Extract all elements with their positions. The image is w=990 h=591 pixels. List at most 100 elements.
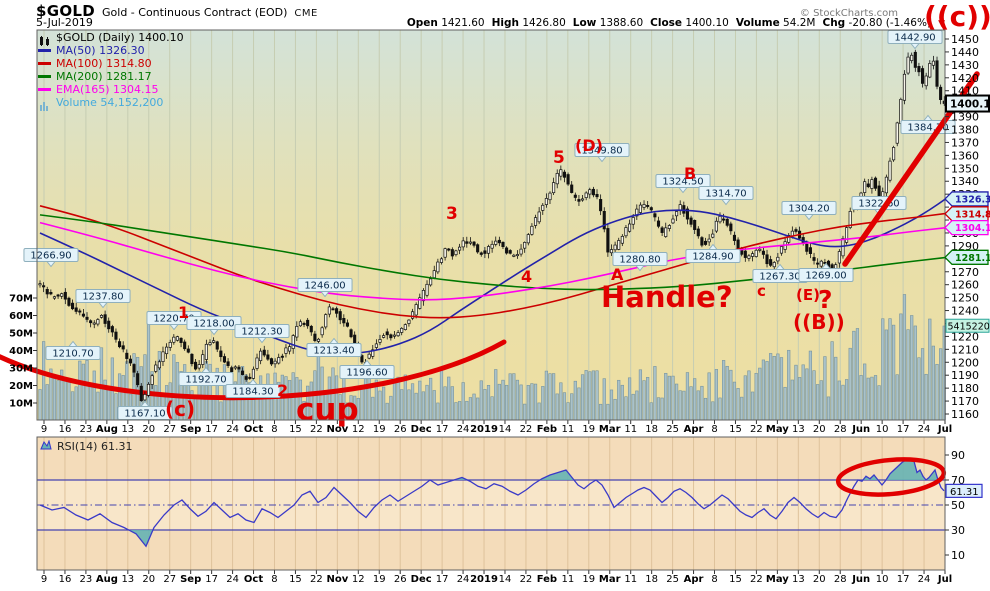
candle	[628, 223, 632, 232]
candle	[371, 349, 375, 357]
rsi-axis-label: 50	[951, 499, 965, 512]
candle	[899, 98, 903, 124]
volume-bar	[873, 375, 878, 421]
volume-bar	[107, 388, 111, 421]
candle	[924, 75, 928, 87]
date-axis-label: 22	[750, 424, 763, 435]
candle	[732, 234, 737, 241]
candle	[414, 304, 418, 316]
volume-bar	[591, 370, 596, 421]
rsi-plot-frame	[36, 436, 946, 571]
date-axis-label: 24	[457, 574, 470, 585]
volume-bar	[494, 369, 498, 421]
volume-bar	[703, 397, 708, 421]
callout-value: 1324.50	[662, 177, 703, 188]
candle	[201, 354, 205, 365]
volume-bar	[81, 363, 86, 421]
candle	[175, 336, 179, 341]
volume-bar	[580, 374, 585, 421]
date-axis-label: 15	[729, 424, 742, 435]
date-axis-label: Feb	[537, 574, 557, 585]
date-axis-label: 25	[666, 574, 679, 585]
candle	[269, 358, 274, 365]
date-axis-label: Dec	[411, 424, 432, 435]
price-callout: 1246.00	[297, 278, 353, 298]
legend-ma200: MA(200) 1281.17	[38, 70, 184, 83]
volume-bars-icon	[38, 101, 51, 111]
candle	[241, 370, 245, 375]
volume-bar	[96, 391, 100, 421]
date-axis-label: Nov	[326, 424, 348, 435]
date-axis-label: 8	[711, 574, 717, 585]
red-annotation-text: A	[611, 265, 624, 284]
candle	[638, 204, 642, 213]
volume-bar	[754, 372, 758, 421]
callout-value: 1167.10	[124, 409, 165, 420]
candle	[222, 356, 227, 363]
candle	[190, 353, 194, 365]
candle	[573, 194, 577, 198]
candle	[465, 241, 469, 244]
candle	[89, 320, 93, 324]
volume-bar	[541, 386, 545, 421]
volume-bar	[577, 387, 581, 421]
candle	[769, 259, 773, 266]
candle	[125, 352, 129, 359]
volume-bar	[562, 392, 567, 421]
volume-bar	[418, 380, 422, 421]
ma-badge-value: 1304.15	[955, 223, 990, 234]
volume-bar	[682, 390, 686, 421]
price-axis-label: 1390	[951, 111, 979, 124]
candle	[273, 360, 277, 365]
candle	[425, 283, 429, 296]
volume-bar	[555, 393, 559, 421]
candle	[700, 237, 704, 246]
callout-box	[306, 343, 362, 357]
volume-bar	[722, 360, 726, 421]
candle	[765, 254, 769, 265]
quote-low: Low 1388.60	[572, 17, 644, 29]
volume-bar	[877, 385, 881, 421]
callout-value: 1220.70	[153, 314, 194, 325]
price-axis-label: 1240	[951, 305, 979, 318]
callout-box	[339, 365, 395, 379]
exchange-label: CME	[294, 8, 318, 19]
candle	[99, 315, 104, 318]
date-axis-label: 23	[80, 574, 93, 585]
red-annotation-text: (c)	[165, 397, 195, 421]
volume-bar	[750, 391, 755, 421]
date-axis-label: 16	[59, 574, 72, 585]
candle	[649, 207, 653, 211]
candle	[707, 238, 711, 243]
volume-bar	[627, 377, 632, 421]
candle	[584, 192, 588, 198]
price-callout: 1314.70	[698, 186, 754, 206]
volume-bar	[559, 382, 563, 421]
candle	[743, 250, 747, 258]
volume-bar	[656, 397, 661, 421]
legend-ema165-label: EMA(165) 1304.15	[56, 83, 159, 96]
callout-value: 1269.00	[805, 271, 846, 282]
candle	[472, 241, 476, 246]
candle	[910, 54, 914, 61]
candle	[562, 171, 567, 178]
candle	[595, 193, 599, 198]
date-axis-label: Aug	[96, 424, 118, 435]
candle	[819, 260, 823, 267]
candle	[331, 308, 335, 311]
candle	[635, 208, 639, 217]
volume-bar	[439, 369, 444, 421]
date-axis-label: 13	[792, 574, 805, 585]
candle	[490, 243, 494, 249]
candle	[588, 189, 592, 195]
volume-bar	[819, 380, 823, 421]
date-axis-label: 17	[436, 574, 449, 585]
candle	[255, 357, 259, 369]
volume-bar	[436, 402, 440, 421]
date-axis-label: 19	[373, 424, 386, 435]
candle	[136, 373, 140, 386]
volume-bar	[533, 383, 538, 421]
volume-bar	[664, 372, 668, 421]
volume-bar	[457, 401, 462, 421]
